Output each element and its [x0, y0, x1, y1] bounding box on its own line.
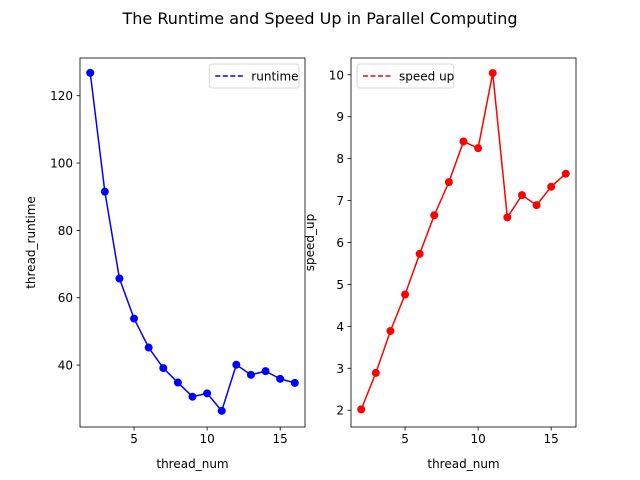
data-point [232, 360, 241, 369]
data-point [159, 364, 168, 373]
legend-label: runtime [251, 70, 298, 84]
y-tick-label: 40 [58, 359, 73, 373]
data-point [561, 169, 570, 178]
data-point [290, 378, 299, 387]
y-axis-label: speed_up [303, 214, 317, 271]
y-tick-label: 6 [336, 236, 344, 250]
data-point [144, 343, 153, 352]
x-axis-label: thread_num [427, 457, 499, 471]
x-tick-label: 5 [401, 432, 409, 446]
series-line-runtime [89, 72, 295, 412]
data-point [503, 213, 512, 222]
speed-up-panel: 5 10 15 2 3 4 5 6 7 8 9 10 thread_num speed_up speed u… [303, 57, 577, 471]
data-point [415, 249, 424, 258]
data-point [86, 68, 95, 77]
y-axis-label: thread_runtime [24, 196, 38, 289]
data-point [130, 314, 139, 323]
series-line-speed-up [360, 72, 567, 410]
data-point [488, 69, 497, 78]
y-tick-label: 2 [336, 404, 344, 418]
data-point [188, 392, 197, 401]
data-point [444, 178, 453, 187]
figure-title: The Runtime and Speed Up in Parallel Com… [121, 9, 517, 28]
data-point [474, 144, 483, 153]
data-point [203, 389, 212, 398]
data-point [261, 367, 270, 376]
plot-frame [79, 57, 306, 428]
x-axis-label: thread_num [156, 457, 228, 471]
data-point [246, 370, 255, 379]
x-tick-label: 15 [544, 432, 559, 446]
data-point [532, 201, 541, 210]
y-tick-label: 3 [336, 362, 344, 376]
data-point [357, 405, 366, 414]
data-point [386, 326, 395, 335]
y-tick-label: 5 [336, 278, 344, 292]
y-tick-label: 100 [50, 157, 73, 171]
y-tick-label: 120 [50, 89, 73, 103]
y-tick-label: 9 [336, 110, 344, 124]
x-tick-label: 15 [273, 432, 288, 446]
legend: runtime [208, 63, 300, 89]
y-tick-label: 7 [336, 194, 344, 208]
legend-box [208, 63, 300, 89]
y-tick-label: 8 [336, 152, 344, 166]
x-tick-label: 10 [199, 432, 214, 446]
data-point [100, 187, 109, 196]
data-point [115, 274, 124, 283]
data-point [401, 290, 410, 299]
data-point [173, 378, 182, 387]
data-point [517, 191, 526, 200]
runtime-panel: 5 10 15 40 60 80 100 120 thread_num thread_runtim… [24, 57, 306, 471]
x-tick-label: 10 [470, 432, 485, 446]
x-tick-label: 5 [130, 432, 138, 446]
legend: speed up [356, 63, 455, 89]
y-tick-label: 10 [329, 68, 344, 82]
data-point [217, 406, 226, 415]
data-point [547, 182, 556, 191]
data-point [276, 374, 285, 383]
legend-box [356, 63, 455, 89]
data-point [430, 211, 439, 220]
y-tick-label: 4 [336, 320, 344, 334]
y-tick-label: 80 [58, 224, 73, 238]
y-tick-label: 60 [58, 291, 73, 305]
plot-frame [350, 57, 577, 428]
legend-label: speed up [399, 70, 454, 84]
data-point [459, 137, 468, 146]
data-point [371, 368, 380, 377]
